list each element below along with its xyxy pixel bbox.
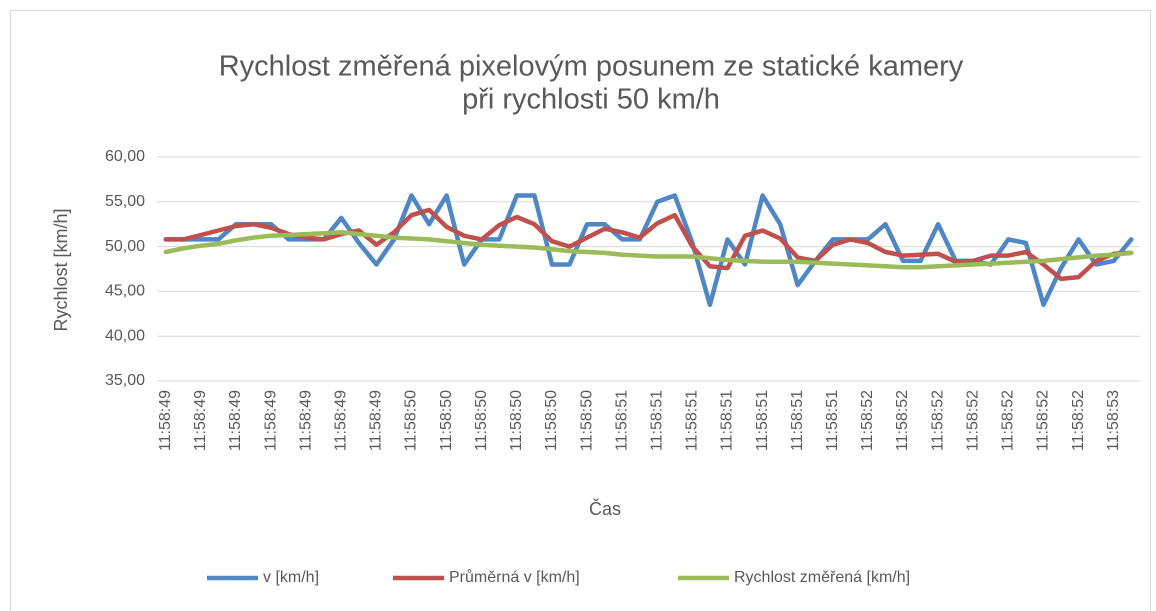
x-axis-title: Čas	[589, 498, 621, 519]
y-tick-label: 45,00	[105, 283, 145, 300]
x-tick-label: 11:58:49	[297, 390, 314, 451]
legend-label: Průměrná v [km/h]	[449, 568, 580, 586]
legend-label: Rychlost změřená [km/h]	[734, 569, 910, 586]
chart-title: Rychlost změřená pixelovým posunem ze st…	[219, 51, 964, 83]
x-tick-label: 11:58:51	[824, 390, 841, 451]
x-tick-label: 11:58:51	[719, 390, 736, 451]
y-tick-label: 55,00	[105, 193, 145, 210]
x-tick-label: 11:58:51	[754, 390, 771, 451]
x-tick-label: 11:58:51	[613, 390, 630, 451]
x-tick-label: 11:58:53	[1105, 390, 1122, 451]
y-tick-label: 35,00	[105, 372, 145, 389]
x-tick-label: 11:58:49	[227, 390, 244, 451]
y-tick-label: 40,00	[105, 327, 145, 344]
x-tick-label: 11:58:52	[894, 390, 911, 451]
x-tick-label: 11:58:52	[1070, 390, 1087, 451]
x-tick-label: 11:58:49	[262, 390, 279, 451]
x-tick-label: 11:58:50	[508, 390, 525, 451]
x-tick-label: 11:58:52	[1000, 390, 1017, 451]
series-line	[163, 230, 1134, 270]
chart-title: při rychlosti 50 km/h	[462, 84, 720, 116]
legend-label: v [km/h]	[263, 569, 319, 586]
y-tick-label: 60,00	[105, 148, 145, 165]
x-tick-label: 11:58:49	[333, 390, 350, 451]
x-tick-label: 11:58:50	[473, 390, 490, 451]
series-line	[163, 207, 1134, 282]
x-tick-label: 11:58:52	[929, 390, 946, 451]
x-tick-label: 11:58:51	[789, 390, 806, 451]
x-tick-label: 11:58:50	[543, 390, 560, 451]
x-tick-label: 11:58:49	[157, 390, 174, 451]
x-tick-label: 11:58:51	[684, 390, 701, 451]
x-tick-label: 11:58:50	[403, 390, 420, 451]
x-tick-label: 11:58:51	[648, 390, 665, 451]
x-tick-label: 11:58:50	[578, 390, 595, 451]
x-tick-label: 11:58:52	[1035, 390, 1052, 451]
y-tick-label: 50,00	[105, 238, 145, 255]
y-axis-title: Rychlost [km/h]	[51, 208, 71, 331]
x-tick-label: 11:58:52	[964, 390, 981, 451]
x-tick-label: 11:58:49	[368, 390, 385, 451]
chart-border	[10, 10, 1151, 611]
x-tick-label: 11:58:50	[438, 390, 455, 451]
x-tick-label: 11:58:52	[859, 390, 876, 451]
x-tick-label: 11:58:49	[192, 390, 209, 451]
